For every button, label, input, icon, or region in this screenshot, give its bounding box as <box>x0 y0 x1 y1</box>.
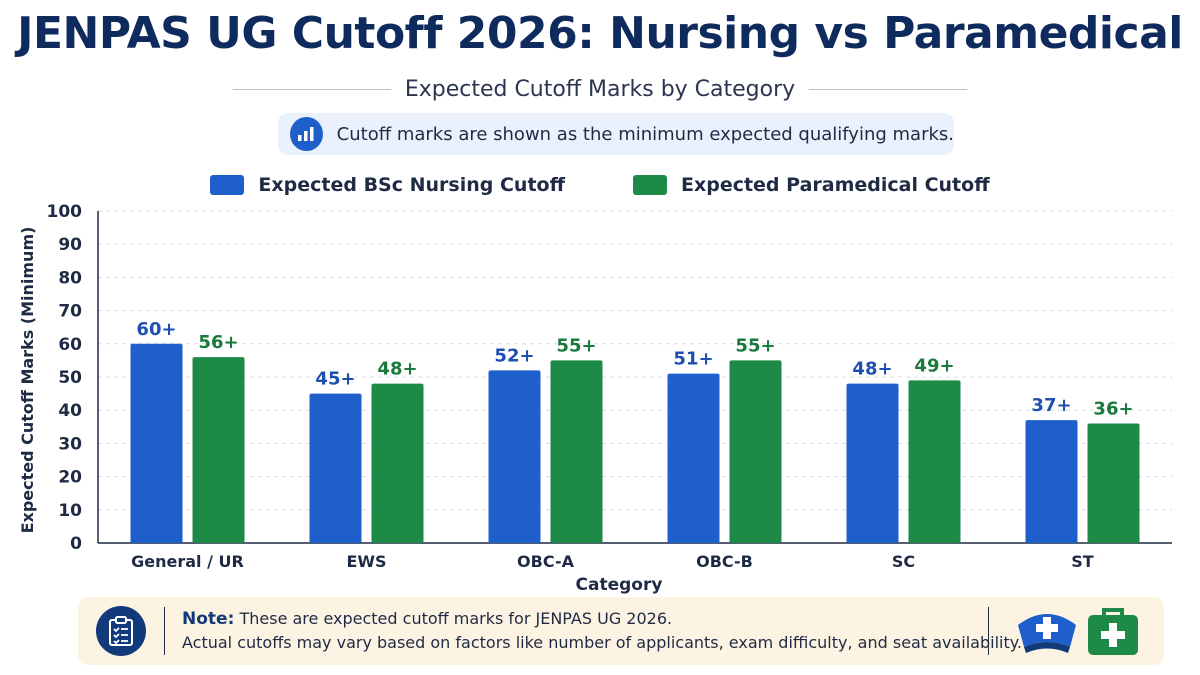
note-divider-left <box>164 607 165 655</box>
data-label: 56+ <box>198 332 238 353</box>
y-tick-label: 10 <box>58 501 82 521</box>
y-tick-label: 40 <box>58 401 82 421</box>
first-aid-kit-icon <box>1086 605 1140 661</box>
bar <box>1087 423 1140 543</box>
note-text-2: Actual cutoffs may vary based on factors… <box>182 633 1023 652</box>
clipboard-checklist-icon <box>96 606 146 656</box>
subtitle-rule-right <box>809 88 968 90</box>
legend-item-paramedical: Expected Paramedical Cutoff <box>632 174 990 196</box>
data-label: 55+ <box>556 335 596 356</box>
data-label: 55+ <box>735 335 775 356</box>
y-tick-label: 60 <box>58 335 82 355</box>
legend-label-paramedical: Expected Paramedical Cutoff <box>680 174 990 196</box>
data-label: 49+ <box>914 355 954 376</box>
x-tick-label: EWS <box>346 552 386 571</box>
data-label: 48+ <box>377 359 417 380</box>
nurse-cap-icon <box>1014 607 1080 659</box>
y-tick-label: 30 <box>58 434 82 454</box>
y-tick-label: 90 <box>58 235 82 255</box>
bar-chart: 0 10 20 30 40 50 60 70 80 90 100 60+ 56+ General / UR… <box>18 202 1172 595</box>
bar <box>729 360 782 543</box>
legend-label-nursing: Expected BSc Nursing Cutoff <box>258 174 565 196</box>
info-text: Cutoff marks are shown as the minimum ex… <box>336 123 954 145</box>
y-tick-label: 100 <box>47 202 83 222</box>
subtitle-row: Expected Cutoff Marks by Category <box>0 74 1200 104</box>
data-label: 60+ <box>136 319 176 340</box>
data-label: 37+ <box>1031 395 1071 416</box>
note-divider-right <box>988 607 989 655</box>
x-tick-label: SC <box>892 552 915 571</box>
x-tick-label: OBC-A <box>517 552 575 571</box>
info-banner: Cutoff marks are shown as the minimum ex… <box>278 113 954 155</box>
note-box: Note: These are expected cutoff marks fo… <box>78 597 1164 665</box>
bar <box>908 380 961 543</box>
bar-chart-icon <box>290 117 323 151</box>
bar <box>371 383 424 543</box>
legend-swatch-nursing <box>210 175 245 195</box>
y-tick-label: 50 <box>58 368 82 388</box>
bar <box>309 393 362 543</box>
subtitle-rule-left <box>232 88 391 90</box>
x-tick-label: OBC-B <box>696 552 753 571</box>
legend-item-nursing: Expected BSc Nursing Cutoff <box>210 174 565 196</box>
data-label: 52+ <box>494 345 534 366</box>
data-label: 36+ <box>1093 398 1133 419</box>
note-line1: Note: These are expected cutoff marks fo… <box>182 609 672 629</box>
data-label: 48+ <box>852 359 892 380</box>
chart-subtitle: Expected Cutoff Marks by Category <box>404 76 796 102</box>
chart-title: JENPAS UG Cutoff 2026: Nursing vs Parame… <box>17 8 1183 59</box>
bar <box>1025 420 1078 543</box>
bar <box>192 357 245 543</box>
legend-swatch-paramedical <box>632 175 667 195</box>
y-tick-label: 80 <box>58 268 82 288</box>
chart-legend: Expected BSc Nursing Cutoff Expected Par… <box>0 170 1200 200</box>
data-label: 51+ <box>673 349 713 370</box>
y-tick-label: 0 <box>70 534 82 554</box>
note-text-1: These are expected cutoff marks for JENP… <box>239 609 673 628</box>
bar <box>130 343 183 543</box>
x-tick-label: General / UR <box>131 552 244 571</box>
bar <box>667 373 720 543</box>
bar <box>488 370 541 543</box>
bar <box>846 383 899 543</box>
bar <box>550 360 603 543</box>
note-label: Note: <box>182 609 235 629</box>
x-axis-title: Category <box>576 575 663 595</box>
y-tick-label: 20 <box>58 468 82 488</box>
y-tick-label: 70 <box>58 302 82 322</box>
y-axis-title: Expected Cutoff Marks (Minimum) <box>18 227 37 534</box>
data-label: 45+ <box>315 369 355 390</box>
x-tick-label: ST <box>1071 552 1094 571</box>
